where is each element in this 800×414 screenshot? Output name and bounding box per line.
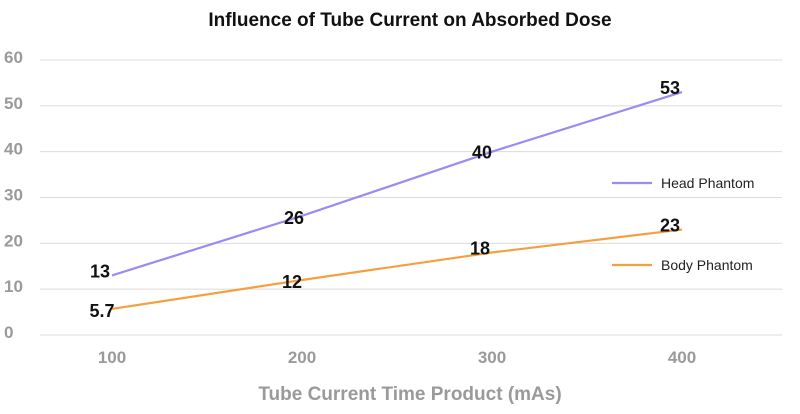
y-axis-ticks: 0 10 20 30 40 50 60: [4, 48, 23, 342]
legend: Head Phantom Body Phantom: [612, 175, 754, 273]
data-label: 53: [660, 78, 680, 98]
x-tick-label-100: 100: [98, 348, 126, 367]
x-tick-label-400: 400: [668, 348, 696, 367]
x-tick-label-300: 300: [478, 348, 506, 367]
data-label: 18: [470, 239, 490, 259]
series-line-1: [111, 228, 683, 310]
y-tick-label-40: 40: [4, 140, 23, 159]
x-tick-label-200: 200: [288, 348, 316, 367]
x-axis-label: Tube Current Time Product (mAs): [258, 384, 561, 405]
y-tick-label-20: 20: [4, 231, 23, 250]
y-tick-label-60: 60: [4, 48, 23, 67]
y-tick-label-30: 30: [4, 186, 23, 205]
chart-title: Influence of Tube Current on Absorbed Do…: [208, 10, 611, 31]
legend-label-1: Body Phantom: [661, 257, 753, 273]
legend-label-0: Head Phantom: [661, 175, 754, 191]
y-tick-label-50: 50: [4, 94, 23, 113]
data-label: 40: [472, 143, 492, 163]
y-tick-label-0: 0: [4, 323, 13, 342]
data-label: 13: [90, 261, 110, 281]
series-line-0: [111, 91, 683, 277]
gridlines: [40, 59, 782, 336]
data-label: 26: [284, 208, 304, 228]
data-label: 23: [660, 216, 680, 236]
data-label: 5.7: [89, 301, 114, 321]
data-label: 12: [282, 272, 302, 292]
series-lines: [111, 91, 683, 310]
y-tick-label-10: 10: [4, 277, 23, 296]
x-axis-ticks: 100 200 300 400: [98, 348, 696, 367]
data-labels: 13 26 40 53 5.7 12 18 23: [89, 78, 680, 321]
